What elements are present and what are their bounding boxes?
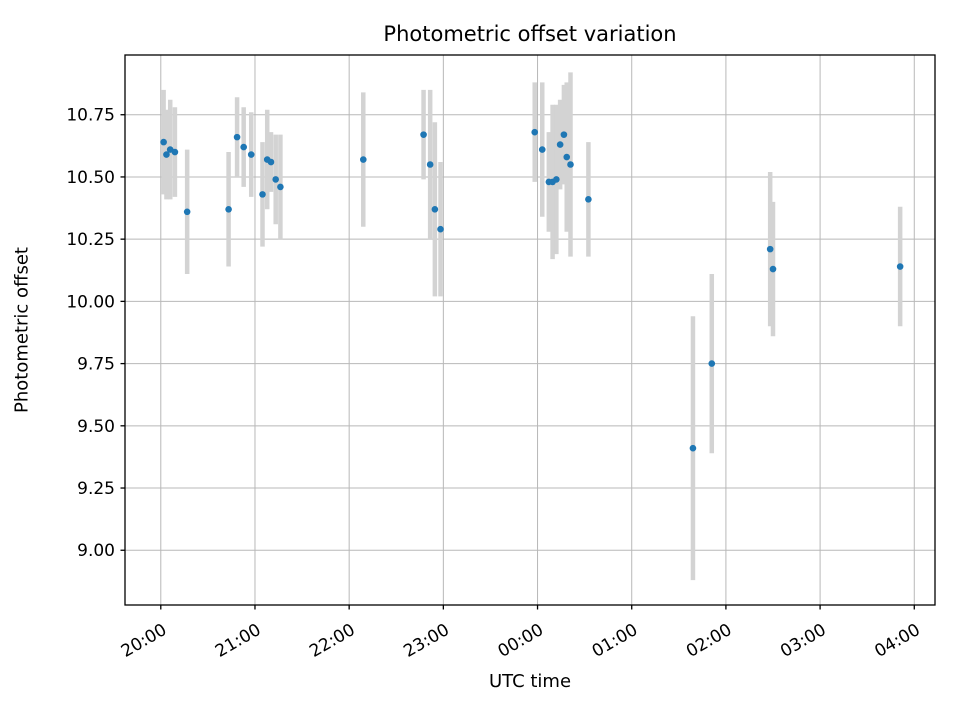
data-point bbox=[359, 156, 367, 163]
data-point bbox=[766, 245, 774, 253]
data-point bbox=[247, 151, 255, 158]
data-point bbox=[553, 176, 560, 183]
data-point bbox=[431, 205, 439, 213]
x-tick-label: 21:00 bbox=[212, 620, 264, 662]
data-point bbox=[769, 265, 777, 273]
x-tick-label: 20:00 bbox=[118, 620, 170, 662]
x-tick-label: 04:00 bbox=[871, 620, 923, 662]
plot-border bbox=[124, 54, 936, 606]
data-point bbox=[708, 360, 716, 367]
data-point bbox=[689, 444, 697, 452]
chart-title: Photometric offset variation bbox=[383, 22, 677, 46]
x-tick-label: 03:00 bbox=[777, 620, 829, 662]
data-point bbox=[531, 128, 539, 136]
data-point bbox=[163, 151, 170, 158]
y-tick-label: 10.00 bbox=[66, 292, 115, 312]
data-point bbox=[567, 161, 574, 168]
data-point bbox=[426, 161, 434, 168]
data-point bbox=[171, 148, 179, 156]
data-point bbox=[160, 138, 167, 146]
data-point bbox=[183, 208, 191, 216]
data-point bbox=[563, 153, 571, 161]
y-tick-label: 9.25 bbox=[77, 479, 115, 499]
data-point bbox=[585, 196, 592, 203]
x-tick-label: 23:00 bbox=[400, 620, 452, 662]
data-point bbox=[240, 143, 247, 151]
data-point bbox=[267, 158, 275, 166]
x-axis-label: UTC time bbox=[488, 671, 572, 692]
data-point bbox=[538, 146, 546, 153]
y-tick-label: 10.75 bbox=[66, 106, 115, 126]
y-axis-label: Photometric offset bbox=[11, 247, 33, 413]
data-point bbox=[556, 141, 564, 148]
data-point bbox=[277, 183, 284, 191]
x-tick-label: 01:00 bbox=[589, 620, 641, 662]
data-point bbox=[420, 131, 427, 138]
data-point bbox=[437, 225, 444, 233]
data-point bbox=[225, 205, 232, 213]
y-tick-label: 9.50 bbox=[77, 417, 115, 437]
data-point bbox=[233, 133, 241, 141]
x-tick-label: 02:00 bbox=[683, 620, 735, 662]
data-point bbox=[272, 176, 279, 183]
x-tick-label: 22:00 bbox=[306, 620, 358, 662]
data-point bbox=[259, 191, 266, 198]
y-tick-label: 9.00 bbox=[77, 541, 115, 561]
y-tick-label: 9.75 bbox=[77, 355, 115, 375]
data-point bbox=[896, 263, 904, 270]
y-tick-label: 10.25 bbox=[66, 230, 115, 250]
x-tick-label: 00:00 bbox=[495, 620, 547, 662]
data-point bbox=[560, 131, 568, 138]
y-tick-label: 10.50 bbox=[66, 168, 115, 188]
